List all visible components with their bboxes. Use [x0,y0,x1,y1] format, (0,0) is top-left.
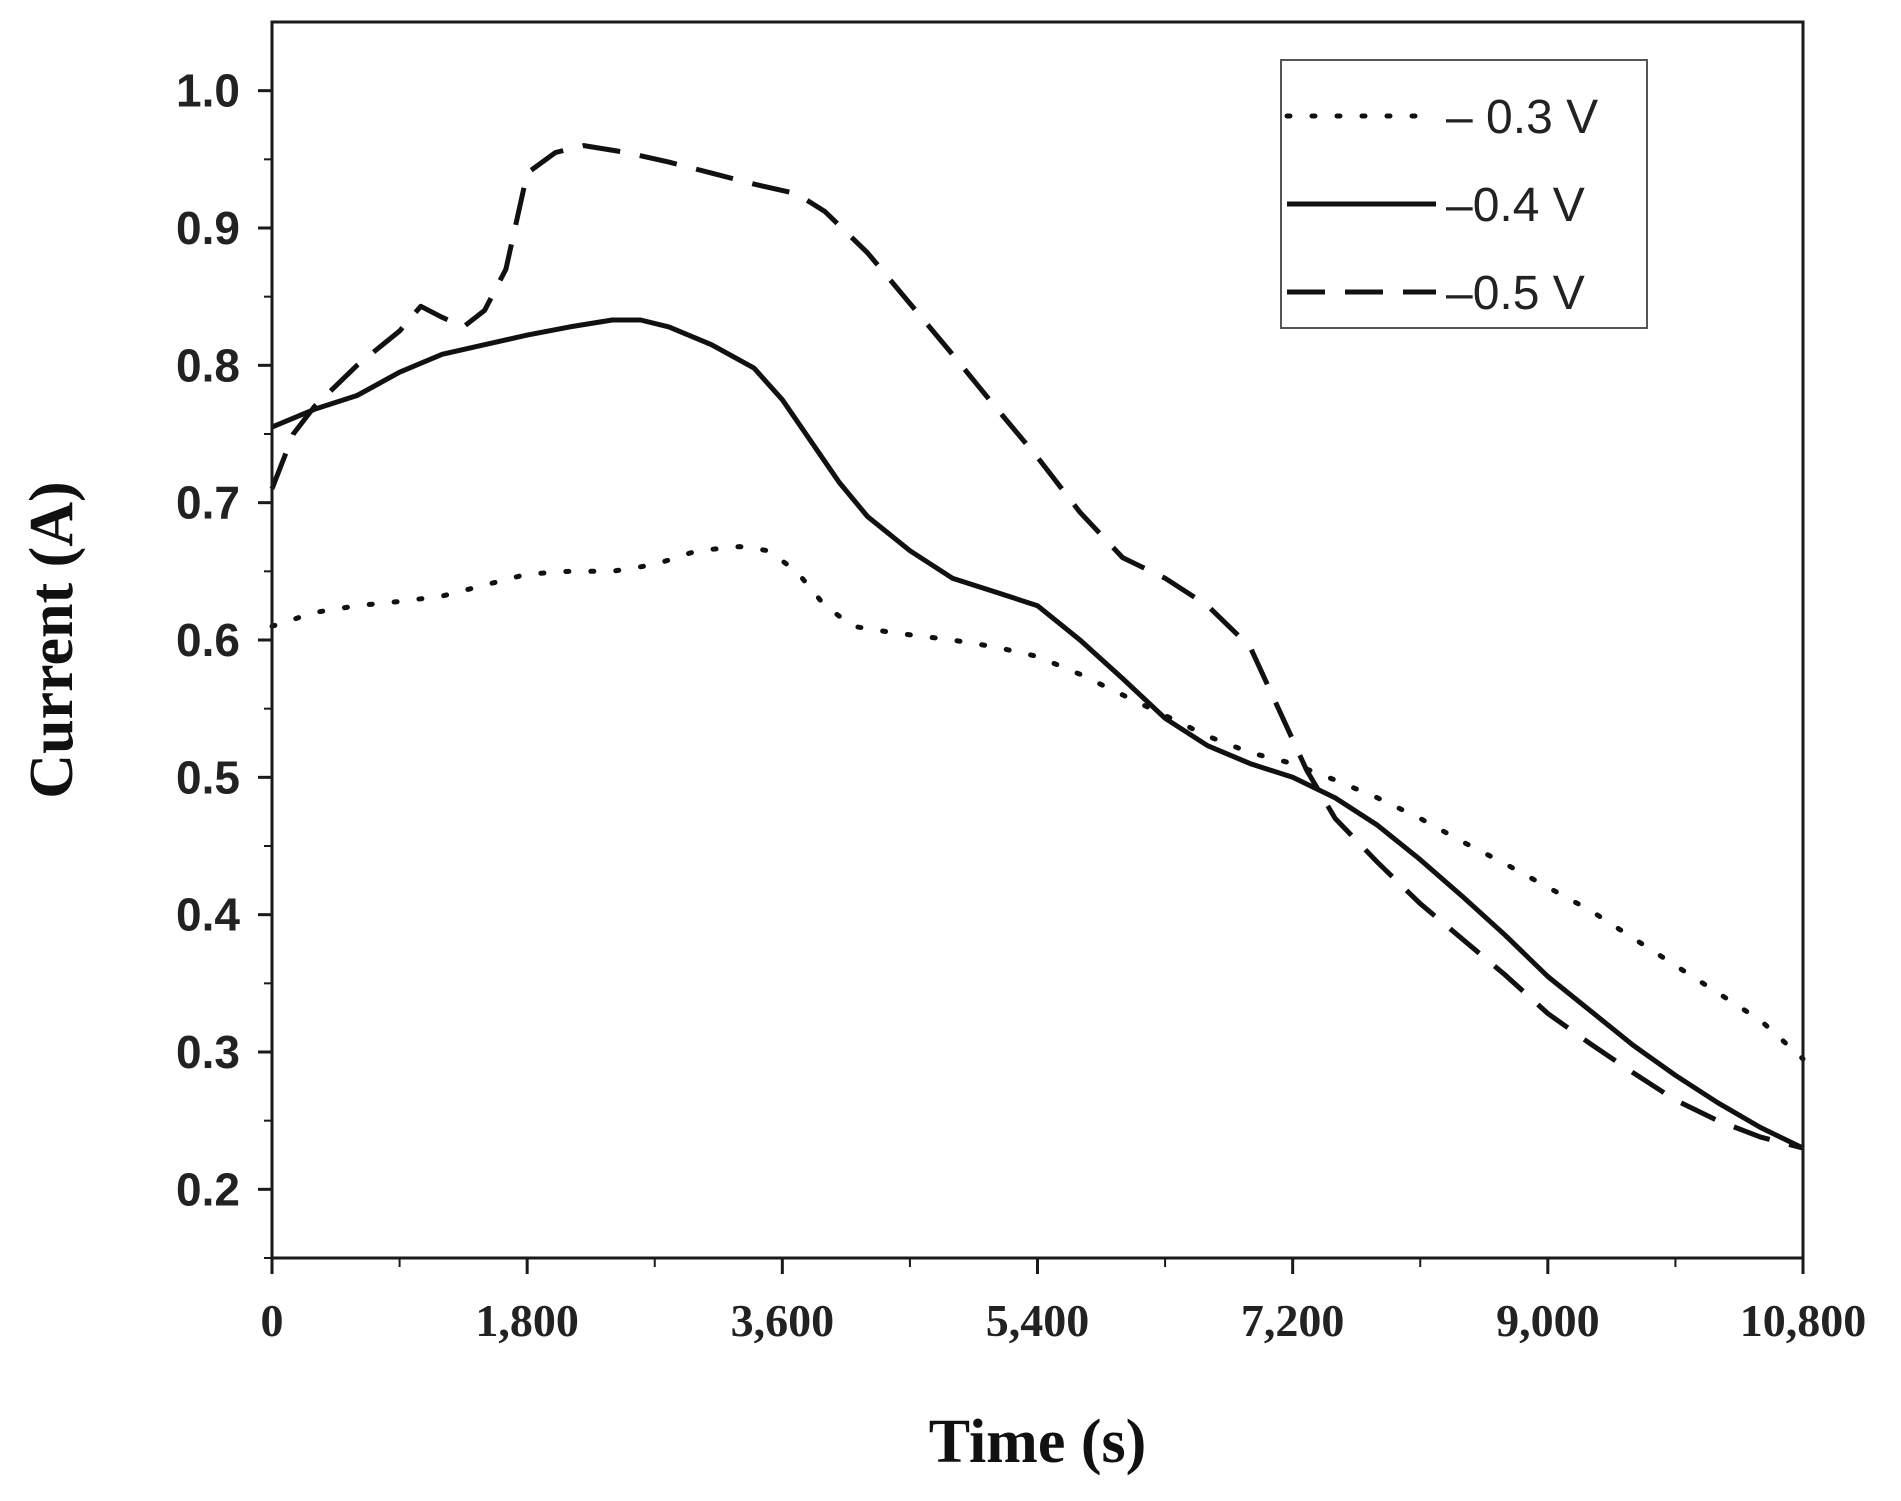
x-tick-label: 0 [261,1295,284,1346]
x-tick-label: 1,800 [475,1295,579,1346]
y-tick-label: 0.5 [176,751,240,803]
legend-label-3: –0.5 V [1446,267,1585,320]
x-tick-label: 9,000 [1496,1295,1600,1346]
x-tick-label: 7,200 [1241,1295,1345,1346]
x-tick-label: 5,400 [986,1295,1090,1346]
y-tick-label: 0.2 [176,1163,240,1215]
y-tick-label: 0.6 [176,614,240,666]
legend-label-1: – 0.3 V [1446,91,1598,144]
y-tick-label: 0.9 [176,202,240,254]
legend: – 0.3 V –0.4 V –0.5 V [1280,59,1648,329]
y-tick-label: 0.3 [176,1026,240,1078]
y-tick-label: 0.4 [176,889,240,941]
series-line-2 [271,317,1805,1151]
series-lines [269,143,1806,1151]
axes: 0.2 0.3 0.4 0.5 0.6 0.7 0.8 0.9 1.0 0 1,800 3,600 5,… [176,65,1866,1346]
series-line-3 [269,143,1804,1151]
legend-label-2: –0.4 V [1446,179,1585,232]
x-axis-title: Time (s) [929,1408,1147,1476]
y-axis-title: Current (A) [18,481,86,798]
x-tick-label: 3,600 [731,1295,835,1346]
y-tick-label: 0.8 [176,339,240,391]
y-tick-label: 0.7 [176,477,240,529]
plot-frame [270,20,1805,1260]
legend-box [1280,59,1648,329]
x-tick-label: 10,800 [1740,1295,1867,1346]
y-tick-label: 1.0 [176,65,240,117]
